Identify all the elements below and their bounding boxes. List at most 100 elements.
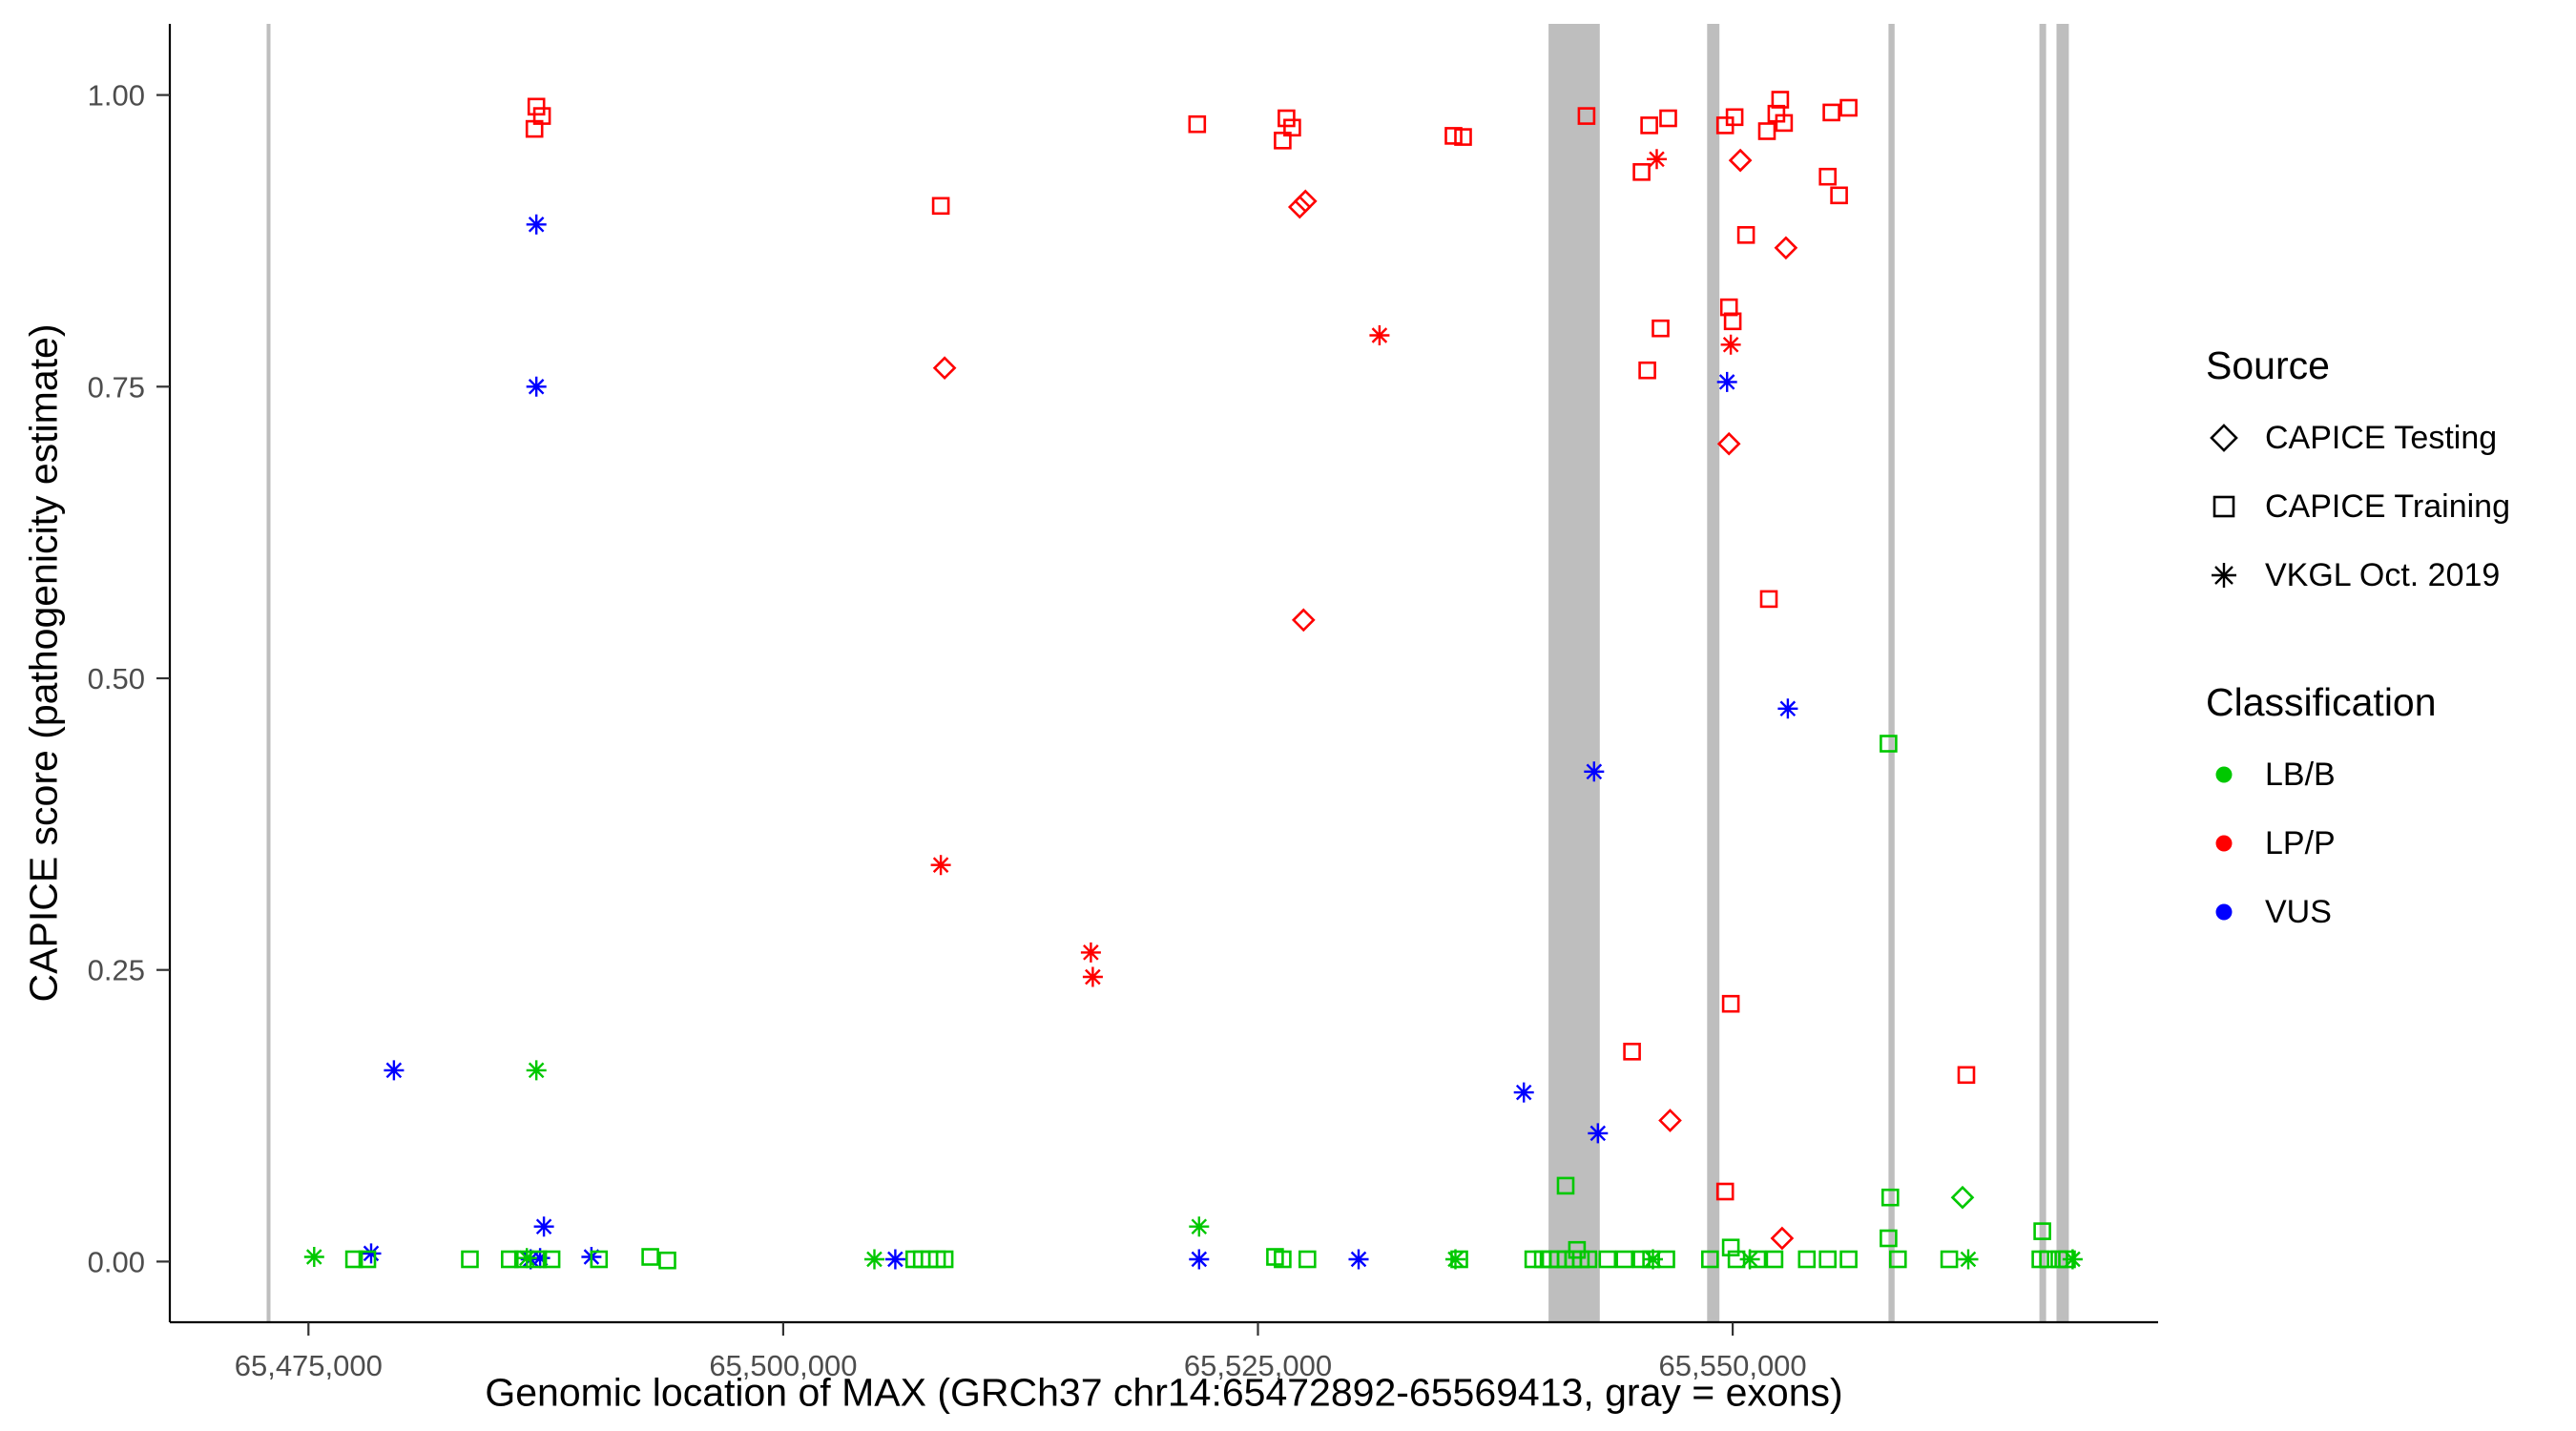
data-point-diamond [1770,1226,1795,1251]
x-tick-label: 65,500,000 [709,1349,857,1382]
data-point-asterisk [1643,1249,1663,1270]
data-point-square [1454,128,1472,146]
legend-label-capice-testing: CAPICE Testing [2265,419,2498,456]
data-point-square [542,1250,561,1269]
data-point-asterisk [930,855,951,876]
data-point-asterisk [1445,1249,1465,1270]
data-point-square [1283,118,1301,137]
data-point-square [1556,1176,1575,1195]
data-point-asterisk [516,1248,537,1269]
x-axis-title: Genomic location of MAX (GRCh37 chr14:65… [485,1370,1843,1415]
red-dot-icon [2215,835,2233,852]
data-point-square [641,1248,659,1266]
data-point-square [525,119,544,138]
y-axis-title: CAPICE score (pathogenicity estimate) [21,323,66,1003]
data-point-diamond [1716,431,1741,456]
data-point-diamond [1293,189,1318,214]
data-point-diamond [1291,608,1316,633]
data-point-square [1632,1250,1651,1269]
data-point-square [1278,109,1296,128]
data-point-asterisk [2062,1249,2083,1270]
diamond-icon [2210,424,2238,452]
data-point-diamond [1950,1185,1975,1210]
data-point-square [1723,312,1742,331]
data-point-asterisk [1588,1123,1609,1144]
data-point-square [1822,103,1840,122]
data-point-square [1765,1250,1784,1269]
x-tick-label: 65,525,000 [1184,1349,1332,1382]
data-point-asterisk [1189,1249,1210,1270]
data-point-square [1830,186,1848,205]
exon-region [1888,24,1895,1322]
data-point-square [1577,107,1596,125]
legend-label-lbb: LB/B [2265,756,2336,793]
data-point-square [2033,1222,2051,1240]
data-point-diamond [1287,195,1312,219]
data-point-square [1623,1043,1641,1061]
data-point-diamond [1658,1109,1682,1132]
data-point-asterisk [1513,1082,1534,1103]
data-point-asterisk [1080,942,1101,963]
y-tick-label: 0.25 [88,954,145,987]
data-point-asterisk [526,376,547,397]
data-point-asterisk [303,1247,324,1267]
data-point-diamond [1728,148,1753,173]
exon-region [1707,24,1720,1322]
data-point-asterisk [864,1249,884,1270]
data-point-square [1632,163,1651,181]
data-point-square [1450,1250,1468,1269]
legend-item-capice-testing: CAPICE Testing [2206,404,2510,472]
data-point-square [1524,1250,1543,1269]
data-point-square [1957,1066,1976,1085]
data-point-asterisk [1082,966,1103,987]
y-tick-label: 0.50 [88,662,145,695]
data-point-square [1839,98,1858,117]
data-point-square [1818,1250,1837,1269]
data-point-square [1889,1250,1907,1269]
legend-item-lpp: LP/P [2206,809,2510,878]
data-point-square [1880,1229,1898,1248]
data-point-square [527,97,546,116]
data-point-square [1579,1250,1598,1269]
data-point-asterisk [1369,325,1390,345]
data-point-square [1818,167,1837,186]
data-point-square [1615,1250,1633,1269]
data-point-asterisk [384,1060,405,1081]
data-point-square [1444,127,1463,145]
data-point-diamond [1774,236,1798,260]
x-tick-label: 65,550,000 [1659,1349,1807,1382]
data-point-asterisk [526,1060,547,1081]
data-point-square [935,1250,954,1269]
data-point-square [461,1250,479,1269]
exon-region [2039,24,2046,1322]
legend-item-vkgl: VKGL Oct. 2019 [2206,541,2510,610]
data-point-square [1568,1240,1587,1259]
data-point-square [2058,1250,2076,1269]
legend-label-vus: VUS [2265,893,2332,930]
data-point-asterisk [1720,334,1741,355]
y-tick-label: 1.00 [88,79,145,113]
legend-item-capice-training: CAPICE Training [2206,472,2510,541]
data-point-square [590,1250,609,1269]
data-point-square [1736,226,1755,244]
data-point-square [529,1250,548,1269]
legend: Source CAPICE Testing CAPICE Training VK… [2206,343,2510,946]
data-point-square [1719,298,1738,317]
green-dot-icon [2215,766,2233,783]
data-point-asterisk [1189,1216,1210,1237]
data-point-square [1640,116,1658,135]
x-tick-label: 65,475,000 [235,1349,383,1382]
data-point-square [1748,1250,1767,1269]
data-point-square [1638,361,1656,380]
data-point-diamond [932,356,957,381]
legend-source-title: Source [2206,343,2330,387]
square-icon [2212,495,2235,518]
data-point-asterisk [1958,1249,1979,1270]
exon-region [2056,24,2069,1322]
data-point-square [1598,1250,1617,1269]
data-point-square [1771,91,1790,109]
legend-label-capice-training: CAPICE Training [2265,487,2510,525]
legend-label-vkgl: VKGL Oct. 2019 [2265,556,2501,593]
data-point-asterisk [1777,698,1798,719]
